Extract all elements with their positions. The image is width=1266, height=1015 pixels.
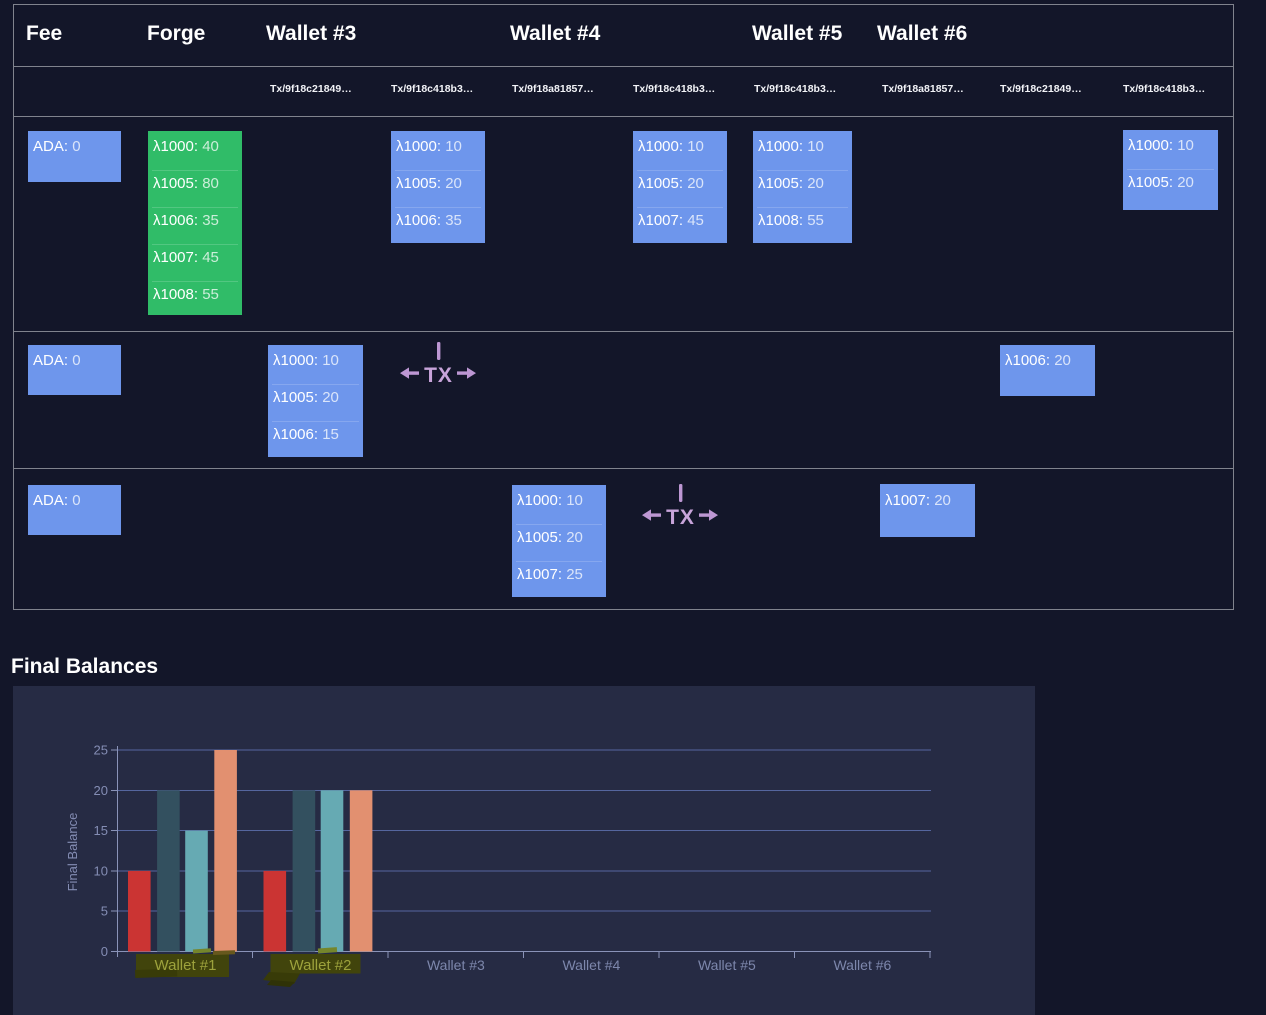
svg-text:Wallet #1: Wallet #1 <box>155 957 217 974</box>
svg-text:Wallet #4: Wallet #4 <box>562 957 620 973</box>
svg-text:20: 20 <box>94 783 108 798</box>
svg-text:Wallet #2: Wallet #2 <box>290 957 352 974</box>
svg-text:TX: TX <box>424 364 453 387</box>
svg-text:Wallet #3: Wallet #3 <box>427 957 485 973</box>
svg-text:0: 0 <box>101 944 108 959</box>
svg-text:Wallet #5: Wallet #5 <box>698 957 756 973</box>
svg-text:TX: TX <box>666 506 695 529</box>
svg-text:10: 10 <box>94 863 108 878</box>
svg-text:25: 25 <box>94 743 108 758</box>
svg-text:Wallet #6: Wallet #6 <box>833 957 891 973</box>
svg-text:15: 15 <box>94 823 108 838</box>
svg-text:5: 5 <box>101 904 108 919</box>
svg-text:Final Balance: Final Balance <box>65 813 80 892</box>
